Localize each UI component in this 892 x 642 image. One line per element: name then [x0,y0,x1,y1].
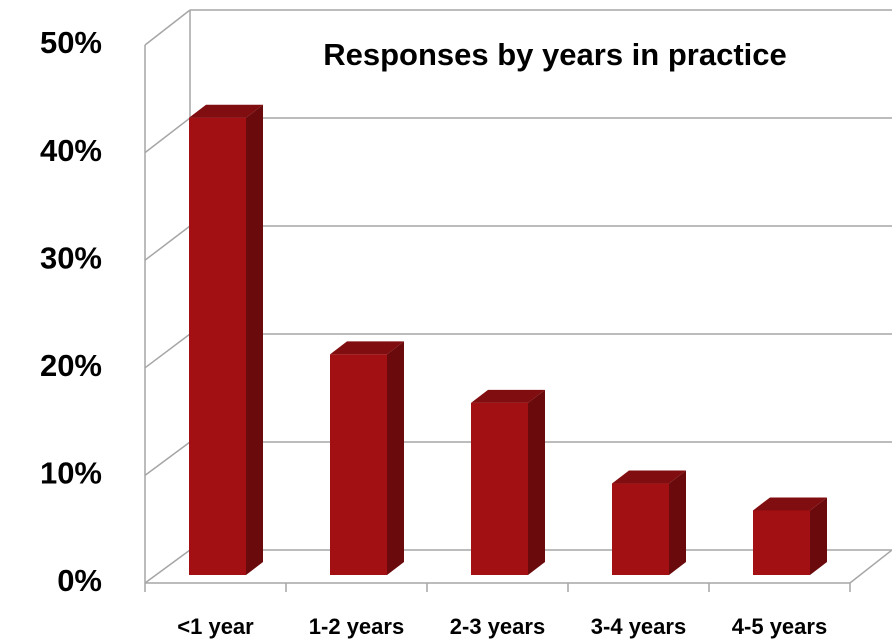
bar-top [189,104,263,118]
bar-front [753,510,810,575]
grid-line [144,333,191,369]
y-tick-label: 50% [40,25,102,60]
x-tick-label: 1-2 years [309,614,404,639]
x-tick-label: 4-5 years [732,614,827,639]
bar [753,497,827,575]
bar-front [330,354,387,575]
y-tick-label: 0% [57,563,102,598]
bar [471,389,545,575]
bar-side [669,470,686,575]
y-tick-label: 40% [40,133,102,168]
bar [189,104,263,575]
chart-title: Responses by years in practice [323,37,787,72]
y-tick-label: 10% [40,456,102,491]
bar-side [387,341,404,575]
bar-front [612,483,669,575]
bar-side [246,104,263,575]
bar-top [612,470,686,484]
x-tick-label: <1 year [177,614,254,639]
bar-top [471,389,545,403]
y-tick-label: 30% [40,240,102,275]
bar-side [810,497,827,575]
y-tick-label: 20% [40,348,102,383]
grid-line [144,441,191,477]
x-tick-label: 3-4 years [591,614,686,639]
x-tick-label: 2-3 years [450,614,545,639]
bar-top [753,497,827,511]
bar-top [330,341,404,355]
bar-side [528,389,545,575]
bar [330,341,404,575]
bar-front [189,117,246,575]
grid-line [144,9,191,46]
grid-line [144,549,191,584]
grid-line [144,117,191,154]
grid-line [144,225,191,261]
bar-front [471,402,528,575]
bar [612,470,686,575]
